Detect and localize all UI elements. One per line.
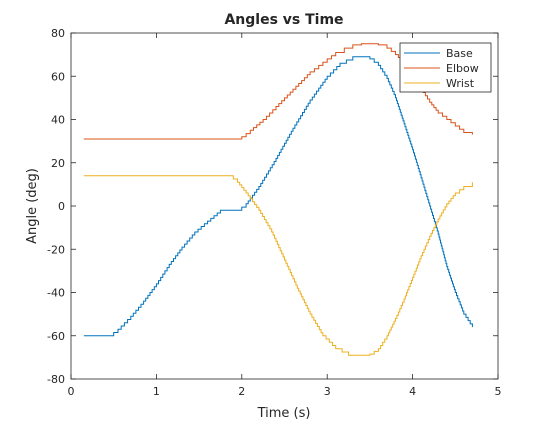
legend-label-elbow: Elbow [446,62,479,75]
chart-title: Angles vs Time [224,12,343,28]
x-axis-label: Time (s) [257,406,311,421]
y-tick-label: 40 [51,114,65,127]
x-tick-label: 4 [409,385,416,398]
y-axis-label: Angle (deg) [25,168,40,244]
y-tick-label: 0 [58,200,65,213]
y-tick-label: -40 [47,287,65,300]
x-tick-label: 2 [238,385,245,398]
y-tick-label: -20 [47,243,65,256]
x-tick-label: 0 [68,385,75,398]
y-tick-label: 80 [51,27,65,40]
y-tick-label: 20 [51,157,65,170]
series-line-wrist [83,175,473,356]
x-tick-label: 5 [495,385,502,398]
legend-label-base: Base [446,47,473,60]
series-layer [83,43,473,356]
series-line-base [83,56,473,337]
legend-label-wrist: Wrist [446,77,475,90]
y-axis: -80 -60 -40 -20 0 20 40 60 80 [47,27,498,386]
x-tick-label: 3 [324,385,331,398]
x-tick-label: 1 [153,385,160,398]
y-tick-label: -60 [47,330,65,343]
legend: Base Elbow Wrist [399,42,492,93]
y-tick-label: 60 [51,70,65,83]
series-line-elbow [83,43,473,140]
y-tick-label: -80 [47,373,65,386]
x-axis: 0 1 2 3 4 5 [68,33,502,398]
